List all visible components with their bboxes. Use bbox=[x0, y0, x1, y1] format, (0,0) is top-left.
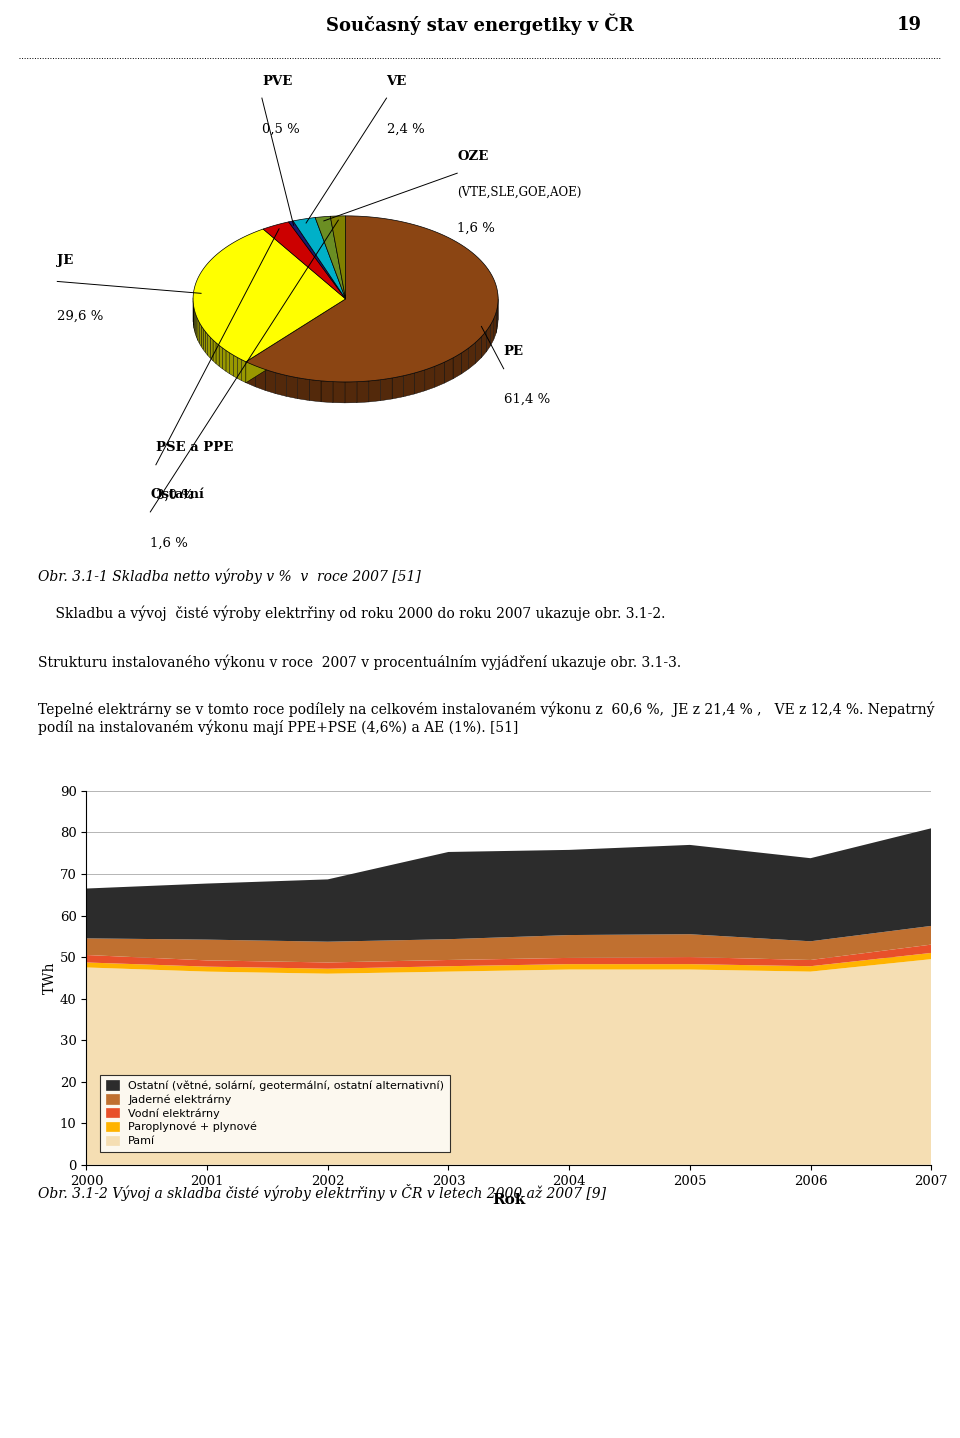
Text: 3,0 %: 3,0 % bbox=[156, 489, 194, 502]
Text: PSE a PPE: PSE a PPE bbox=[156, 441, 233, 454]
Polygon shape bbox=[345, 381, 357, 403]
Polygon shape bbox=[380, 378, 392, 401]
Polygon shape bbox=[237, 358, 242, 381]
Polygon shape bbox=[403, 372, 415, 397]
Y-axis label: TWh: TWh bbox=[43, 962, 57, 994]
Polygon shape bbox=[321, 381, 333, 403]
Polygon shape bbox=[493, 312, 496, 339]
Polygon shape bbox=[276, 372, 286, 397]
Text: VE: VE bbox=[387, 75, 407, 88]
Polygon shape bbox=[246, 299, 346, 383]
Polygon shape bbox=[197, 316, 198, 341]
Legend: Ostatní (větné, solární, geotermální, ostatní alternativní), Jaderné elektrárny,: Ostatní (větné, solární, geotermální, os… bbox=[101, 1074, 449, 1152]
Text: 29,6 %: 29,6 % bbox=[58, 309, 104, 322]
X-axis label: Rok: Rok bbox=[492, 1194, 525, 1206]
Polygon shape bbox=[435, 362, 444, 387]
Text: Ostatní: Ostatní bbox=[151, 489, 204, 502]
Polygon shape bbox=[242, 360, 246, 383]
Polygon shape bbox=[289, 221, 346, 299]
Text: PVE: PVE bbox=[262, 75, 292, 88]
Polygon shape bbox=[330, 216, 346, 299]
Polygon shape bbox=[425, 367, 435, 391]
Text: JE: JE bbox=[58, 255, 74, 267]
Text: 1,6 %: 1,6 % bbox=[457, 221, 495, 234]
Polygon shape bbox=[196, 313, 197, 338]
Polygon shape bbox=[219, 345, 223, 368]
Polygon shape bbox=[453, 354, 461, 378]
Polygon shape bbox=[461, 348, 468, 374]
Text: 19: 19 bbox=[897, 16, 922, 33]
Polygon shape bbox=[216, 342, 219, 367]
Text: (VTE,SLE,GOE,AOE): (VTE,SLE,GOE,AOE) bbox=[457, 186, 582, 198]
Text: Tepelné elektrárny se v tomto roce podílely na celkovém instalovaném výkonu z  6: Tepelné elektrárny se v tomto roce podíl… bbox=[38, 702, 935, 735]
Polygon shape bbox=[298, 378, 309, 401]
Polygon shape bbox=[229, 352, 233, 377]
Polygon shape bbox=[255, 365, 265, 391]
Text: 0,5 %: 0,5 % bbox=[262, 122, 300, 135]
Polygon shape bbox=[293, 217, 346, 299]
Polygon shape bbox=[233, 355, 237, 378]
Polygon shape bbox=[263, 221, 346, 299]
Polygon shape bbox=[246, 362, 255, 387]
Polygon shape bbox=[357, 381, 369, 403]
Polygon shape bbox=[444, 358, 453, 383]
Text: 61,4 %: 61,4 % bbox=[504, 393, 550, 406]
Polygon shape bbox=[246, 216, 498, 383]
Polygon shape bbox=[210, 336, 213, 361]
Polygon shape bbox=[333, 381, 345, 403]
Polygon shape bbox=[468, 342, 475, 370]
Polygon shape bbox=[213, 339, 216, 364]
Text: 1,6 %: 1,6 % bbox=[151, 536, 188, 549]
Polygon shape bbox=[475, 336, 481, 364]
Polygon shape bbox=[392, 375, 403, 398]
Text: Obr. 3.1-1 Skladba netto výroby v %  v  roce 2007 [51]: Obr. 3.1-1 Skladba netto výroby v % v ro… bbox=[38, 569, 421, 584]
Polygon shape bbox=[309, 380, 321, 401]
Polygon shape bbox=[286, 375, 298, 398]
Polygon shape bbox=[200, 322, 202, 347]
Polygon shape bbox=[369, 380, 380, 403]
Polygon shape bbox=[315, 216, 346, 299]
Polygon shape bbox=[246, 299, 346, 383]
Text: PE: PE bbox=[504, 345, 524, 358]
Text: Současný stav energetiky v ČR: Současný stav energetiky v ČR bbox=[326, 14, 634, 36]
Polygon shape bbox=[223, 348, 226, 371]
Text: Skladbu a vývoj  čisté výroby elektrřiny od roku 2000 do roku 2007 ukazuje obr. : Skladbu a vývoj čisté výroby elektrřiny … bbox=[38, 605, 666, 621]
Text: Obr. 3.1-2 Vývoj a skladba čisté výroby elektrřiny v ČR v letech 2000 až 2007 [9: Obr. 3.1-2 Vývoj a skladba čisté výroby … bbox=[38, 1183, 607, 1201]
Text: OZE: OZE bbox=[457, 150, 489, 162]
Polygon shape bbox=[487, 325, 491, 352]
Polygon shape bbox=[205, 332, 207, 355]
Polygon shape bbox=[415, 370, 425, 394]
Polygon shape bbox=[198, 319, 200, 344]
Polygon shape bbox=[491, 318, 493, 345]
Polygon shape bbox=[265, 370, 276, 394]
Text: Strukturu instalovaného výkonu v roce  2007 v procentuálním vyjádření ukazuje ob: Strukturu instalovaného výkonu v roce 20… bbox=[38, 654, 682, 670]
Polygon shape bbox=[481, 331, 487, 358]
Polygon shape bbox=[193, 229, 346, 362]
Text: 2,4 %: 2,4 % bbox=[387, 122, 424, 135]
Polygon shape bbox=[496, 306, 497, 334]
Polygon shape bbox=[226, 351, 229, 374]
Polygon shape bbox=[204, 328, 205, 352]
Polygon shape bbox=[202, 325, 204, 349]
Polygon shape bbox=[207, 335, 210, 358]
